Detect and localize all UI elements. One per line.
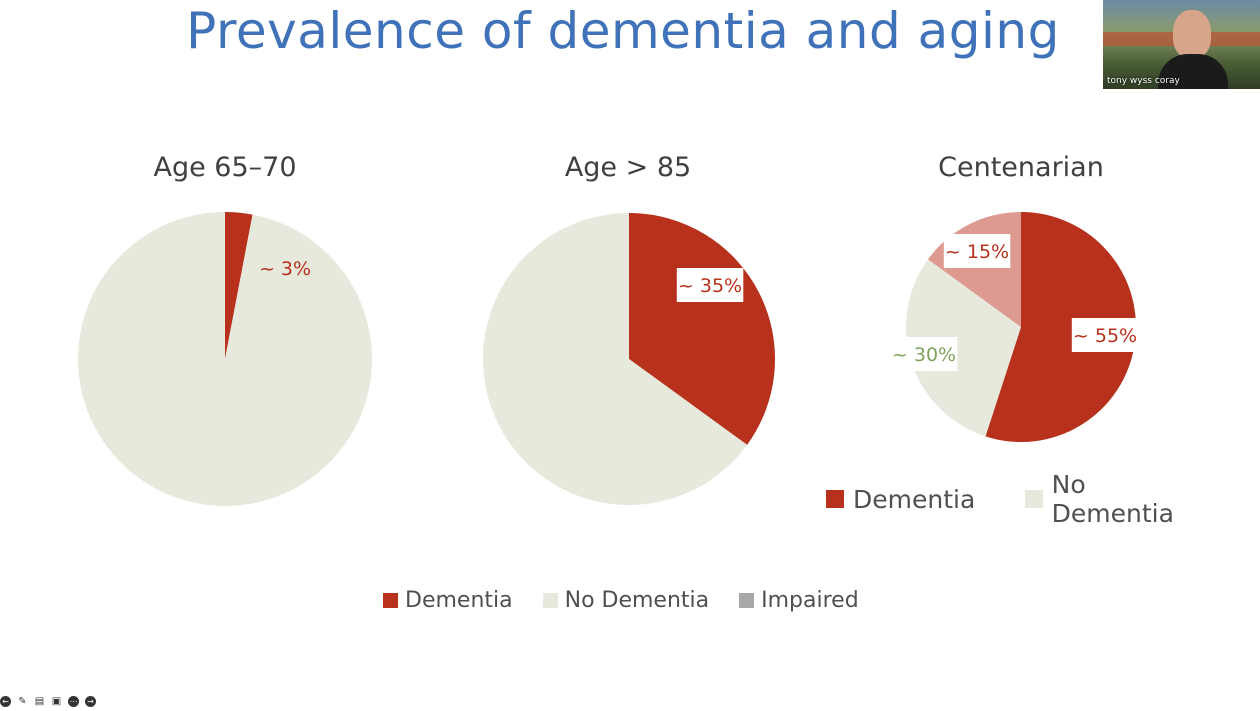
arrow-right-icon[interactable]: → <box>85 696 96 707</box>
legend-swatch-dementia <box>826 490 844 508</box>
legend-item-dementia: Dementia <box>383 588 513 613</box>
legend-bottom: Dementia No Dementia Impaired <box>383 588 889 613</box>
legend-label-no-dementia: No Dementia <box>564 588 710 613</box>
legend-item-dementia: Dementia <box>826 485 975 514</box>
webcam-person-face <box>1173 10 1211 58</box>
data-label-box <box>943 234 1011 268</box>
video-icon[interactable]: ▣ <box>51 696 62 707</box>
legend-item-no-dementia: No Dementia <box>1025 470 1210 528</box>
pie-slice-no-dementia <box>483 213 748 506</box>
data-label-dementia: ~ 35% <box>678 275 742 297</box>
arrow-left-icon[interactable]: ← <box>0 696 11 707</box>
legend-item-no-dementia: No Dementia <box>542 588 710 613</box>
data-label-no-dementia: ~ 30% <box>892 344 956 366</box>
more-icon[interactable]: ⋯ <box>68 696 79 707</box>
webcam-name-label: tony wyss coray <box>1107 76 1180 86</box>
legend-swatch-no-dementia <box>1025 490 1043 508</box>
chart-title-age-65-70: Age 65–70 <box>153 152 297 183</box>
webcam-person-body <box>1158 54 1228 89</box>
chart-title-centenarian: Centenarian <box>938 152 1104 183</box>
legend-label-no-dementia: No Dementia <box>1051 470 1174 528</box>
legend-label-dementia: Dementia <box>405 588 513 613</box>
slide-title: Prevalence of dementia and aging <box>186 2 1060 60</box>
pie-slice-no-dementia <box>905 259 1021 437</box>
pie-slice-dementia <box>225 212 253 359</box>
pie-slice-no-dementia <box>78 212 373 506</box>
data-label-box <box>1071 318 1139 352</box>
captions-icon[interactable]: ▤ <box>34 696 45 707</box>
slideshow-toolbar: ← ✎ ▤ ▣ ⋯ → <box>0 696 102 707</box>
pen-icon[interactable]: ✎ <box>18 696 27 707</box>
legend-swatch-dementia <box>383 593 398 608</box>
data-label-box <box>676 268 744 302</box>
legend-label-dementia: Dementia <box>853 484 976 514</box>
data-label-dementia: ~ 55% <box>1073 325 1137 347</box>
data-label-impaired: ~ 15% <box>945 241 1009 263</box>
webcam-video[interactable]: tony wyss coray <box>1103 0 1260 89</box>
legend-swatch-no-dementia <box>542 593 558 608</box>
legend-item-impaired: Impaired <box>739 588 859 613</box>
chart-title-age-85: Age > 85 <box>564 152 692 183</box>
legend-centenarian: Dementia No Dementia <box>826 470 1260 528</box>
data-label-box <box>890 337 958 371</box>
legend-swatch-impaired <box>739 593 755 608</box>
legend-label-impaired: Impaired <box>761 588 859 613</box>
data-label-dementia: ~ 3% <box>259 258 311 280</box>
pie-slice-dementia <box>985 212 1137 443</box>
